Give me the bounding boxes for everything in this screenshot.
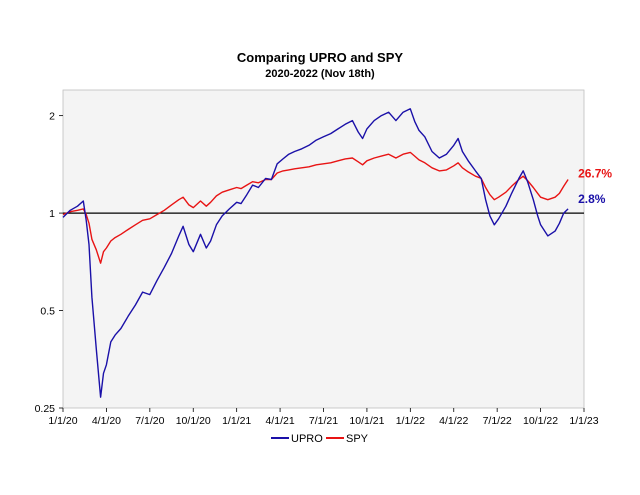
x-tick-label: 1/1/21 [222,415,251,427]
chart-subtitle: 2020-2022 (Nov 18th) [265,68,375,80]
end-label-spy: 26.7% [578,166,612,180]
x-tick-label: 10/1/22 [523,415,558,427]
x-tick-label: 4/1/20 [92,415,121,427]
legend: UPRO SPY [271,433,369,445]
legend-label-spy: SPY [346,433,369,445]
y-tick-label: 2 [49,111,55,123]
series-layer [62,108,569,398]
x-tick-label: 4/1/21 [265,415,294,427]
end-label-upro: 2.8% [578,192,606,206]
x-tick-label: 7/1/20 [135,415,164,427]
x-tick-label: 1/1/23 [569,415,598,427]
x-tick-label: 7/1/22 [483,415,512,427]
x-tick-label: 1/1/22 [396,415,425,427]
x-tick-label: 10/1/20 [176,415,211,427]
y-tick-label: 0.25 [35,403,56,415]
y-tick-label: 1 [49,208,55,220]
chart-title: Comparing UPRO and SPY [237,50,403,65]
axes: 0.25 0.5 1 2 1/1/20 4/1/20 7/1/20 10/1/20 1/1/21… [35,111,599,427]
y-tick-label: 0.5 [40,306,55,318]
series-line-upro [62,108,569,398]
legend-label-upro: UPRO [291,433,323,445]
series-line-spy [62,151,569,264]
x-tick-label: 1/1/20 [48,415,77,427]
plot-area [62,89,585,409]
x-tick-label: 4/1/22 [439,415,468,427]
end-labels: 2.8% 26.7% [578,166,612,205]
x-tick-label: 10/1/21 [349,415,384,427]
x-tick-label: 7/1/21 [309,415,338,427]
